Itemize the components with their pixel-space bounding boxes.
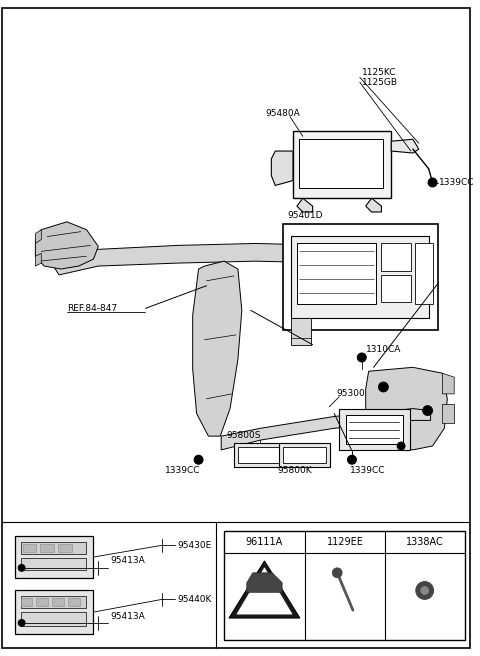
Bar <box>279 443 330 466</box>
Polygon shape <box>247 573 282 592</box>
Bar <box>58 544 72 552</box>
Text: 95440K: 95440K <box>177 595 211 604</box>
Circle shape <box>348 455 356 464</box>
Circle shape <box>421 586 429 594</box>
Text: 1339CC: 1339CC <box>350 466 385 475</box>
Bar <box>21 558 85 570</box>
Bar <box>291 236 429 318</box>
Text: 95480A: 95480A <box>265 109 300 118</box>
Text: 1125GB: 1125GB <box>362 77 398 87</box>
Text: 95800K: 95800K <box>277 466 312 475</box>
Bar <box>68 598 80 606</box>
Text: 95300: 95300 <box>336 390 365 398</box>
Bar <box>15 590 94 634</box>
Circle shape <box>416 582 433 600</box>
Bar <box>15 537 94 578</box>
Bar <box>21 612 85 626</box>
Text: 1339CC: 1339CC <box>438 178 474 187</box>
Polygon shape <box>366 367 447 450</box>
Text: 95430E: 95430E <box>177 541 211 550</box>
Polygon shape <box>366 198 382 212</box>
Bar <box>21 543 85 554</box>
Circle shape <box>428 178 437 187</box>
Circle shape <box>21 622 23 624</box>
Text: 95413A: 95413A <box>110 556 145 565</box>
Bar <box>415 243 432 304</box>
Polygon shape <box>271 151 293 186</box>
Polygon shape <box>237 568 292 614</box>
Circle shape <box>21 567 23 569</box>
Bar <box>299 139 384 188</box>
Bar <box>238 447 281 462</box>
Polygon shape <box>54 243 437 275</box>
Bar <box>283 224 438 330</box>
Circle shape <box>423 405 432 415</box>
Bar <box>234 443 285 466</box>
Circle shape <box>194 455 203 464</box>
Polygon shape <box>36 222 98 269</box>
Polygon shape <box>443 373 454 394</box>
Bar <box>21 596 85 608</box>
Text: 1338AC: 1338AC <box>406 537 444 547</box>
Circle shape <box>379 382 388 392</box>
Bar <box>382 275 411 302</box>
Circle shape <box>360 356 363 359</box>
Text: 1129EE: 1129EE <box>326 537 363 547</box>
Bar <box>382 243 411 271</box>
Bar <box>339 409 410 450</box>
Circle shape <box>397 442 405 450</box>
Polygon shape <box>192 261 242 436</box>
Text: IMMOBILIZER: IMMOBILIZER <box>255 602 274 606</box>
Bar <box>283 447 326 462</box>
Bar <box>224 531 465 640</box>
Circle shape <box>18 564 25 571</box>
Text: 1310CA: 1310CA <box>366 345 401 354</box>
Polygon shape <box>229 561 300 618</box>
Circle shape <box>431 181 434 184</box>
Text: 95413A: 95413A <box>110 611 145 621</box>
Polygon shape <box>443 403 454 423</box>
Polygon shape <box>291 318 311 344</box>
Bar <box>297 243 375 304</box>
Bar <box>36 598 48 606</box>
Circle shape <box>357 353 366 362</box>
Circle shape <box>197 459 200 461</box>
Circle shape <box>18 619 25 626</box>
Circle shape <box>332 568 342 578</box>
Bar <box>293 131 391 198</box>
Text: REF.84-847: REF.84-847 <box>67 304 117 313</box>
Circle shape <box>350 459 353 461</box>
Polygon shape <box>297 198 312 212</box>
Text: 1125KC: 1125KC <box>362 68 396 77</box>
Polygon shape <box>36 230 41 243</box>
Bar <box>40 544 54 552</box>
Polygon shape <box>391 139 419 153</box>
Bar <box>52 598 64 606</box>
Text: 1339CC: 1339CC <box>165 466 201 475</box>
Bar <box>346 415 403 444</box>
Bar <box>23 544 36 552</box>
Bar <box>21 598 33 606</box>
Text: 95800S: 95800S <box>226 430 261 440</box>
Text: 96111A: 96111A <box>246 537 283 547</box>
Text: VEHICLE SECURITY SYSTEM: VEHICLE SECURITY SYSTEM <box>247 608 282 612</box>
Polygon shape <box>36 253 41 266</box>
Polygon shape <box>221 409 431 450</box>
Text: 95401D: 95401D <box>287 211 323 220</box>
